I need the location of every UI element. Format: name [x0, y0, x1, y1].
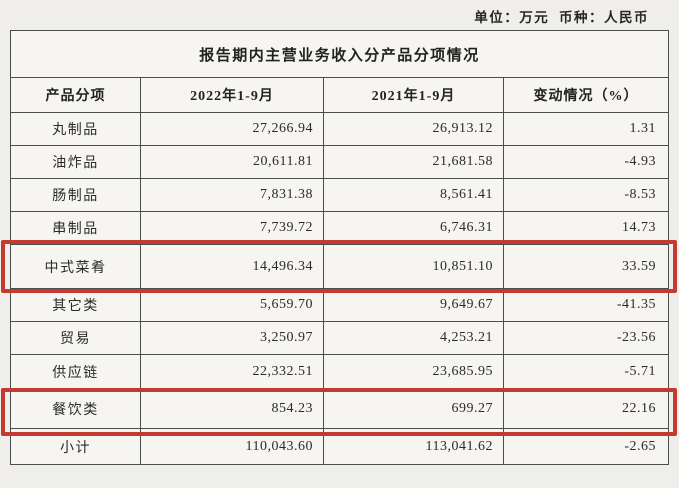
value-2021-cell: 113,041.62: [323, 428, 504, 465]
value-2021-cell: 6,746.31: [323, 211, 504, 245]
table-row-highlighted: 餐饮类 854.23 699.27 22.16: [10, 388, 670, 429]
product-name-cell: 其它类: [10, 288, 141, 322]
revenue-breakdown-table: 报告期内主营业务收入分产品分项情况 产品分项 2022年1-9月 2021年1-…: [9, 30, 670, 465]
change-cell: 1.31: [502, 112, 670, 146]
product-name-cell: 肠制品: [10, 178, 141, 212]
value-2022-cell: 3,250.97: [140, 321, 324, 355]
column-header-product: 产品分项: [10, 77, 141, 113]
product-name-cell: 小计: [10, 428, 141, 465]
table-row: 丸制品 27,266.94 26,913.12 1.31: [10, 112, 670, 146]
product-name-cell: 油炸品: [10, 145, 141, 179]
product-name-cell: 中式菜肴: [10, 244, 141, 289]
change-cell: 33.59: [502, 244, 670, 289]
table-title: 报告期内主营业务收入分产品分项情况: [9, 30, 670, 78]
product-name-cell: 贸易: [10, 321, 141, 355]
table-row: 贸易 3,250.97 4,253.21 -23.56: [10, 321, 670, 355]
value-2021-cell: 21,681.58: [323, 145, 504, 179]
value-2022-cell: 22,332.51: [140, 354, 324, 389]
value-2021-cell: 8,561.41: [323, 178, 504, 212]
value-2022-cell: 110,043.60: [140, 428, 324, 465]
table-row: 供应链 22,332.51 23,685.95 -5.71: [10, 354, 670, 389]
value-2022-cell: 20,611.81: [140, 145, 324, 179]
value-2021-cell: 10,851.10: [323, 244, 504, 289]
value-2021-cell: 9,649.67: [323, 288, 504, 322]
value-2022-cell: 7,831.38: [140, 178, 324, 212]
table-title-row: 报告期内主营业务收入分产品分项情况: [9, 30, 670, 78]
value-2022-cell: 5,659.70: [140, 288, 324, 322]
unit-currency-note: 单位：万元 币种：人民币: [474, 10, 649, 25]
value-2022-cell: 14,496.34: [140, 244, 324, 289]
column-header-change: 变动情况（%）: [502, 77, 670, 113]
value-2022-cell: 7,739.72: [140, 211, 324, 245]
table-row: 其它类 5,659.70 9,649.67 -41.35: [10, 288, 670, 322]
value-2021-cell: 26,913.12: [323, 112, 504, 146]
column-header-2022: 2022年1-9月: [140, 77, 324, 113]
table-row: 油炸品 20,611.81 21,681.58 -4.93: [10, 145, 670, 179]
table-row-highlighted: 中式菜肴 14,496.34 10,851.10 33.59: [10, 244, 670, 289]
column-header-2021: 2021年1-9月: [323, 77, 504, 113]
product-name-cell: 串制品: [10, 211, 141, 245]
change-cell: 14.73: [502, 211, 670, 245]
change-cell: -5.71: [502, 354, 670, 389]
product-name-cell: 丸制品: [10, 112, 141, 146]
table-row-subtotal: 小计 110,043.60 113,041.62 -2.65: [10, 428, 670, 465]
value-2021-cell: 23,685.95: [323, 354, 504, 389]
product-name-cell: 餐饮类: [10, 388, 141, 429]
table-row: 肠制品 7,831.38 8,561.41 -8.53: [10, 178, 670, 212]
change-cell: -23.56: [502, 321, 670, 355]
change-cell: -8.53: [502, 178, 670, 212]
change-cell: -41.35: [502, 288, 670, 322]
table-row: 串制品 7,739.72 6,746.31 14.73: [10, 211, 670, 245]
change-cell: -2.65: [502, 428, 670, 465]
value-2022-cell: 854.23: [140, 388, 324, 429]
value-2021-cell: 699.27: [323, 388, 504, 429]
value-2022-cell: 27,266.94: [140, 112, 324, 146]
table-header-row: 产品分项 2022年1-9月 2021年1-9月 变动情况（%）: [10, 77, 670, 113]
value-2021-cell: 4,253.21: [323, 321, 504, 355]
product-name-cell: 供应链: [10, 354, 141, 389]
change-cell: 22.16: [502, 388, 670, 429]
change-cell: -4.93: [502, 145, 670, 179]
